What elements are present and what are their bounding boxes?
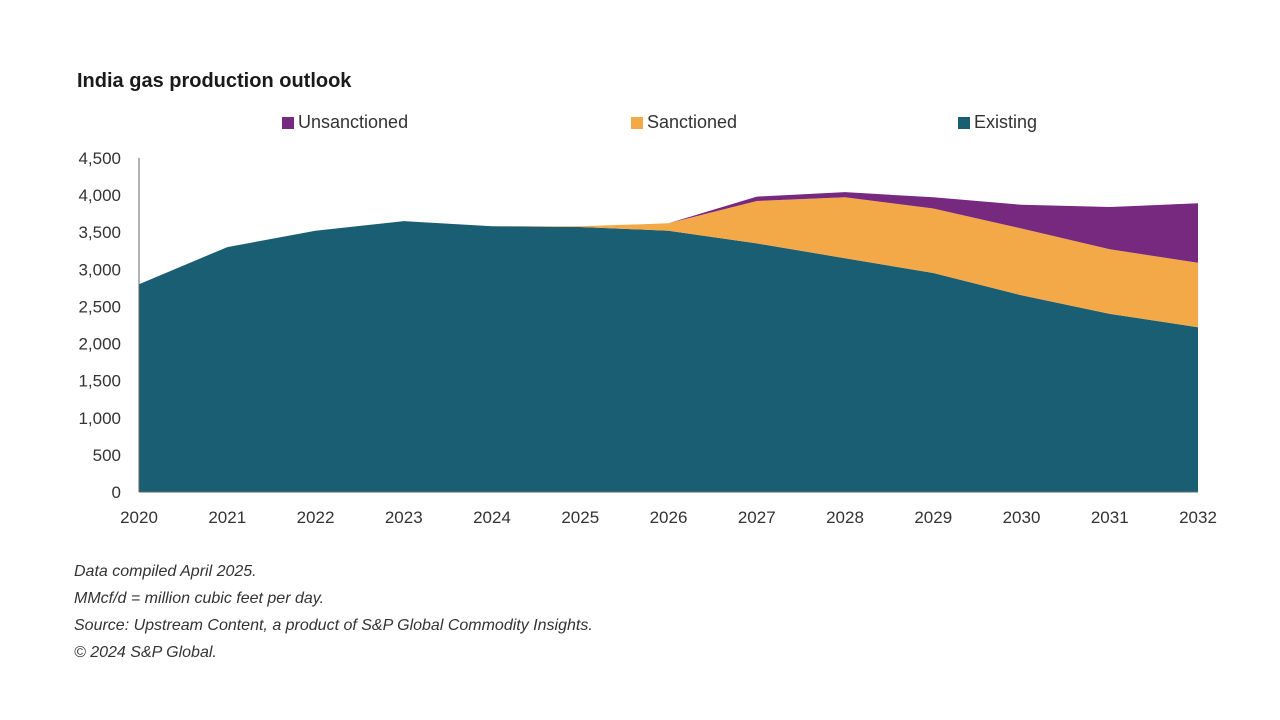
note-source: Source: Upstream Content, a product of S… xyxy=(74,617,593,634)
note-units: MMcf/d = million cubic feet per day. xyxy=(74,590,325,607)
x-tick-label: 2026 xyxy=(650,508,688,527)
y-tick-label: 3,000 xyxy=(78,260,121,279)
x-tick-label: 2025 xyxy=(561,508,599,527)
x-tick-label: 2024 xyxy=(473,508,511,527)
chart-title: India gas production outlook xyxy=(77,70,352,92)
x-tick-label: 2027 xyxy=(738,508,776,527)
note-data-compiled: Data compiled April 2025. xyxy=(74,563,257,580)
y-tick-label: 2,500 xyxy=(78,297,121,316)
legend-swatch-existing xyxy=(958,116,970,129)
x-tick-label: 2032 xyxy=(1179,508,1217,527)
series-area-sanctioned xyxy=(139,197,1198,328)
legend-label-sanctioned: Sanctioned xyxy=(647,112,738,132)
y-tick-label: 3,500 xyxy=(78,223,121,242)
y-tick-label: 0 xyxy=(112,483,121,502)
legend-item-sanctioned: Sanctioned xyxy=(631,112,737,133)
x-tick-label: 2023 xyxy=(385,508,423,527)
x-tick-label: 2030 xyxy=(1003,508,1041,527)
series-area-existing xyxy=(139,221,1198,492)
y-tick-label: 4,000 xyxy=(78,186,121,205)
x-tick-label: 2020 xyxy=(120,508,158,527)
x-tick-label: 2031 xyxy=(1091,508,1129,527)
legend-item-unsanctioned: Unsanctioned xyxy=(282,112,408,133)
x-tick-label: 2022 xyxy=(297,508,335,527)
legend-label-existing: Existing xyxy=(974,112,1038,132)
y-tick-label: 4,500 xyxy=(78,149,121,168)
chart-notes: Data compiled April 2025. MMcf/d = milli… xyxy=(74,558,593,666)
y-tick-label: 1,000 xyxy=(78,409,121,428)
x-tick-label: 2028 xyxy=(826,508,864,527)
y-tick-label: 500 xyxy=(93,446,121,465)
x-tick-label: 2029 xyxy=(914,508,952,527)
legend-item-existing: Existing xyxy=(958,112,1037,133)
legend-label-unsanctioned: Unsanctioned xyxy=(298,112,409,132)
note-copyright: © 2024 S&P Global. xyxy=(74,644,217,661)
y-tick-label: 2,000 xyxy=(78,335,121,354)
legend-swatch-unsanctioned xyxy=(282,116,294,129)
legend-swatch-sanctioned xyxy=(631,116,643,129)
x-tick-label: 2021 xyxy=(208,508,246,527)
y-tick-label: 1,500 xyxy=(78,372,121,391)
